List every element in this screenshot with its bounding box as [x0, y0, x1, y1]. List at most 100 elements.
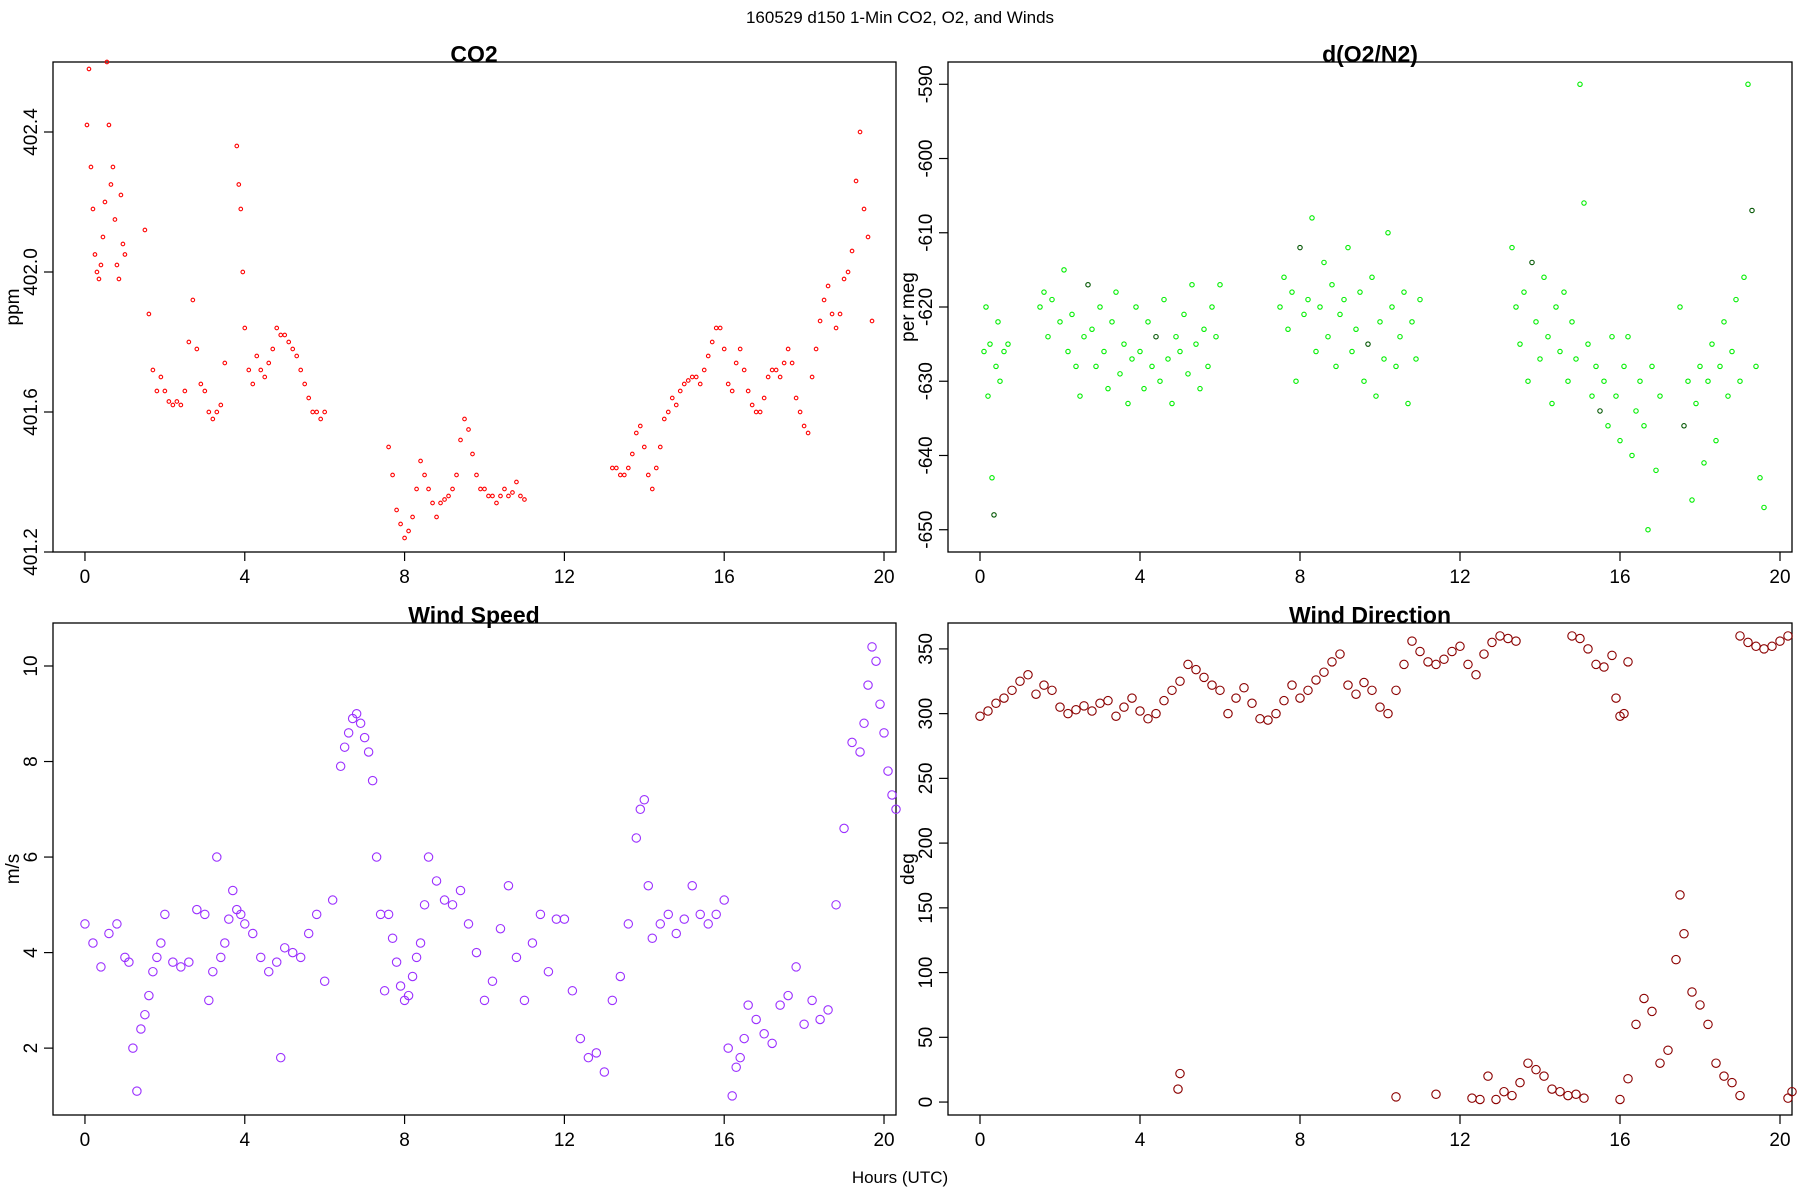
- data-point-wind-speed: [783, 990, 793, 1001]
- data-point-o2: [1065, 348, 1071, 355]
- data-point-co2: [510, 490, 515, 495]
- data-point-wind-speed: [216, 952, 226, 963]
- data-point-co2: [158, 374, 164, 380]
- data-point-co2: [721, 346, 727, 352]
- data-point-co2: [194, 346, 200, 352]
- data-point-wind-direction: [983, 706, 993, 716]
- data-point-wind-direction: [1183, 659, 1193, 670]
- data-point-co2: [633, 430, 639, 436]
- data-point-co2: [490, 493, 495, 499]
- data-point-wind-direction: [1431, 659, 1441, 670]
- data-point-wind-direction: [1175, 1068, 1185, 1079]
- y-tick-label: 4: [21, 947, 42, 958]
- data-point-wind-speed: [220, 938, 230, 948]
- data-point-wind-direction: [1467, 1093, 1477, 1103]
- data-point-co2: [96, 276, 102, 282]
- x-tick-label: 16: [1609, 1130, 1630, 1151]
- data-point-o2: [1289, 289, 1295, 295]
- data-point-wind-direction: [975, 711, 985, 721]
- data-point-o2: [991, 512, 997, 518]
- data-point-wind-speed: [387, 933, 398, 944]
- data-point-co2: [210, 416, 216, 422]
- data-point-o2: [1037, 304, 1043, 310]
- data-point-o2: [1681, 423, 1687, 429]
- data-point-o2: [1537, 356, 1543, 362]
- data-point-wind-direction: [1623, 1073, 1633, 1084]
- data-point-o2: [1605, 423, 1611, 429]
- data-point-o2: [1557, 348, 1563, 355]
- data-point-wind-speed: [847, 737, 857, 748]
- data-point-co2: [386, 444, 391, 450]
- data-point-wind-speed: [415, 938, 426, 948]
- data-point-wind-direction: [1547, 1084, 1557, 1094]
- data-point-o2: [1001, 348, 1007, 355]
- data-point-o2: [1417, 296, 1423, 303]
- panel-co2: CO2 ppm 0 4 8 12 16 20 401.2 401.6 402.0 402.4: [3, 41, 897, 588]
- data-point-o2: [1161, 296, 1167, 303]
- data-point-wind-speed: [559, 914, 570, 924]
- data-point-wind-speed: [248, 928, 258, 939]
- data-point-o2: [1081, 333, 1087, 340]
- data-point-wind-direction: [1455, 641, 1465, 652]
- data-point-o2: [1401, 289, 1407, 295]
- data-point-co2: [402, 535, 407, 541]
- data-point-o2: [1577, 81, 1583, 88]
- data-point-co2: [262, 374, 268, 380]
- data-point-wind-direction: [1199, 672, 1209, 683]
- data-point-co2: [84, 122, 90, 128]
- data-point-wind-speed: [487, 976, 498, 987]
- data-point-wind-direction: [1775, 636, 1785, 646]
- data-point-o2: [1629, 452, 1635, 459]
- data-point-co2: [829, 311, 835, 317]
- data-point-co2: [446, 493, 451, 499]
- data-point-o2: [995, 319, 1001, 325]
- data-point-wind-speed: [623, 919, 634, 929]
- data-point-co2: [98, 262, 104, 268]
- data-point-co2: [190, 297, 196, 303]
- data-point-wind-direction: [1607, 650, 1617, 661]
- data-point-wind-direction: [1071, 704, 1081, 715]
- data-point-o2: [1373, 393, 1379, 399]
- data-point-wind-direction: [1343, 680, 1353, 690]
- data-point-co2: [514, 479, 519, 485]
- data-point-o2: [1217, 281, 1223, 288]
- data-point-o2: [1741, 274, 1747, 281]
- data-point-wind-speed: [751, 1014, 761, 1025]
- data-point-co2: [713, 325, 719, 331]
- data-point-o2: [1197, 385, 1203, 392]
- data-point-o2: [1725, 393, 1731, 399]
- data-point-co2: [146, 311, 152, 317]
- data-point-co2: [701, 367, 707, 373]
- data-point-co2: [474, 472, 479, 478]
- data-point-wind-direction: [1231, 693, 1241, 703]
- data-point-co2: [286, 339, 292, 345]
- data-point-co2: [438, 500, 443, 506]
- data-point-co2: [657, 444, 663, 450]
- data-point-co2: [90, 206, 96, 212]
- data-point-o2: [987, 341, 993, 347]
- data-point-co2: [705, 353, 711, 359]
- data-point-wind-direction: [1023, 670, 1033, 680]
- data-point-wind-direction: [1015, 676, 1025, 687]
- data-point-co2: [298, 367, 304, 373]
- y-tick-label: -630: [916, 362, 937, 400]
- data-point-o2: [1749, 207, 1755, 214]
- data-point-wind-speed: [136, 1024, 146, 1034]
- data-point-o2: [1309, 215, 1315, 221]
- data-point-wind-direction: [1515, 1077, 1525, 1088]
- data-point-co2: [757, 409, 763, 415]
- data-point-wind-speed: [236, 909, 246, 920]
- data-point-wind-speed: [799, 1019, 809, 1029]
- data-point-wind-direction: [1591, 659, 1601, 670]
- data-point-o2: [1189, 281, 1195, 288]
- data-point-wind-speed: [567, 986, 578, 996]
- data-point-co2: [250, 381, 256, 387]
- data-point-wind-direction: [1579, 1093, 1589, 1103]
- data-point-co2: [781, 360, 787, 366]
- data-point-co2: [166, 399, 172, 404]
- data-point-co2: [278, 332, 284, 338]
- data-point-co2: [649, 486, 655, 492]
- data-point-co2: [753, 409, 759, 415]
- data-point-co2: [765, 374, 771, 380]
- data-point-co2: [853, 178, 859, 184]
